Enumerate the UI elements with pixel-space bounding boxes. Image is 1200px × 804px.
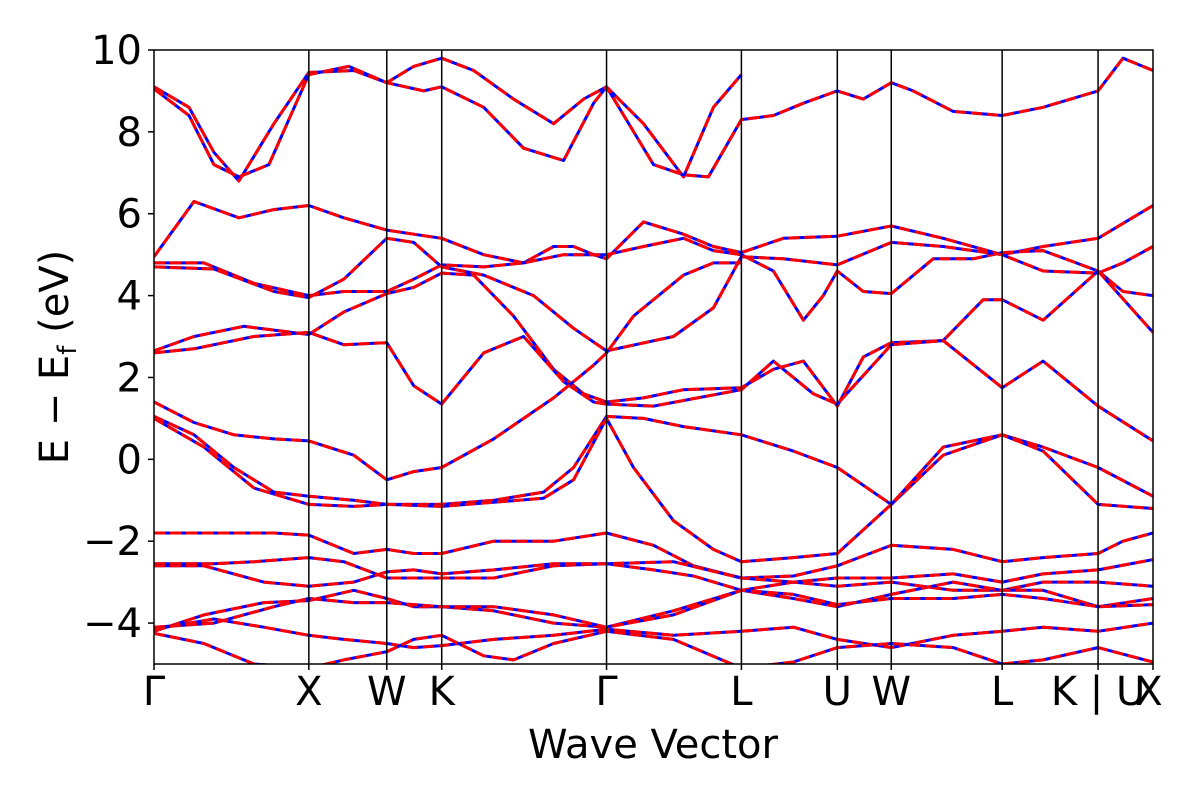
band-line-dashed-1 [154,56,1153,179]
plot-frame [153,49,1154,665]
band-lines [154,56,1153,664]
band-line-dashed-13 [154,580,1153,633]
band-line-dashed-5 [154,269,1153,408]
band-line-dashed-4 [154,236,1153,353]
band-line-dashed-16 [154,629,1153,664]
band-line-dashed-3 [154,236,1153,322]
y-axis-label-main: E − E [32,355,78,465]
band-line-solid-3 [154,236,1153,322]
x-tick-label-1: X [295,669,322,715]
y-axis-label-unit: (eV) [32,250,78,346]
band-line-dashed-14 [154,588,1153,629]
x-tick-label-5: L [730,669,753,715]
band-line-dashed-11 [154,556,1153,592]
band-line-dashed-12 [154,560,1153,592]
band-line-dashed-8 [154,414,1153,506]
y-tick-label-2: 6 [117,192,142,238]
x-tick-label-6: U [823,669,852,715]
band-line-dashed-9 [154,416,1153,564]
y-tick-label-6: −2 [83,519,142,565]
x-tick-label-2: W [367,669,407,715]
band-line-solid-8 [154,414,1153,506]
x-tick-label-3: K [429,669,457,715]
x-tick-label-0: Γ [143,669,166,715]
y-tick-label-5: 0 [117,437,142,483]
y-axis-label-subscript: f [53,345,83,355]
x-tick-label-9: K | U [1051,669,1145,715]
band-line-solid-1 [154,56,1153,179]
x-tick-label-4: Γ [595,669,618,715]
y-tick-label-7: −4 [83,601,142,647]
y-axis: 10 8 6 4 2 0 −2 −4 [83,28,154,647]
band-line-dashed-15 [154,617,1153,650]
high-symmetry-lines [308,50,1099,664]
band-line-solid-14 [154,588,1153,629]
band-line-solid-7 [154,261,742,482]
x-tick-label-7: W [871,669,911,715]
x-tick-label-8: L [991,669,1014,715]
y-tick-label-3: 4 [117,274,142,320]
y-tick-label-0: 10 [91,28,142,74]
band-line-dashed-6 [154,330,1153,443]
y-tick-label-1: 8 [117,110,142,156]
x-tick-label-10: X [1135,669,1162,715]
y-tick-label-4: 2 [117,355,142,401]
y-axis-label: E − Ef (eV) [32,250,83,465]
x-axis-label: Wave Vector [528,722,779,768]
band-line-dashed-7 [154,261,742,482]
band-line-solid-6 [154,330,1153,443]
band-line-dashed-10 [154,531,1153,580]
